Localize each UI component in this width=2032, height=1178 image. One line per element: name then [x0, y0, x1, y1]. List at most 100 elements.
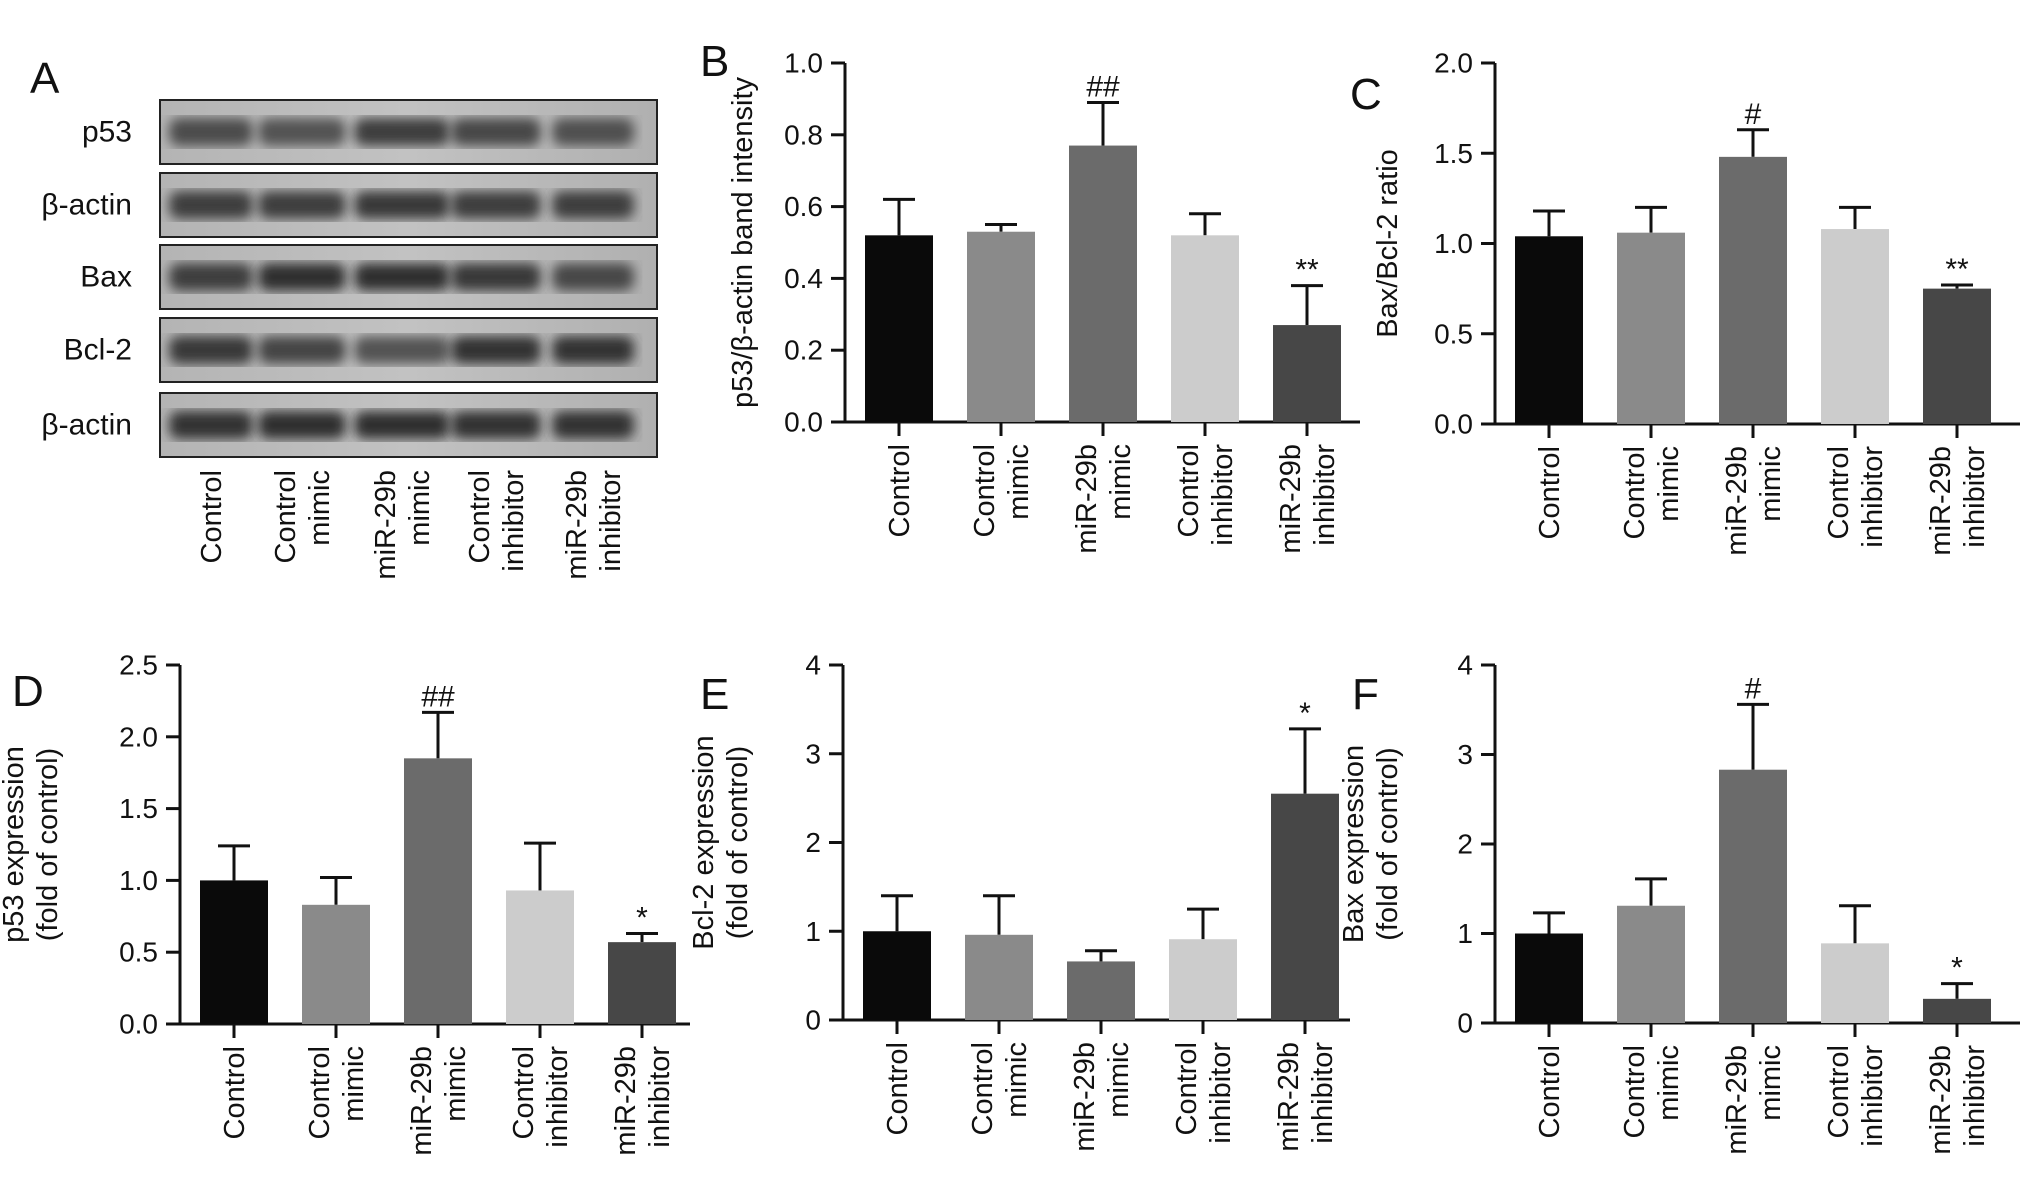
y-tick-label: 2.5 — [119, 650, 158, 681]
x-tick-label: Control — [1534, 1045, 1566, 1139]
blot-row-label: Bcl-2 — [64, 334, 132, 367]
x-tick-label: Control — [884, 444, 916, 538]
y-axis-label: Bcl-2 expression(fold of control) — [688, 735, 754, 949]
x-tick-label-line: Control — [884, 444, 916, 538]
blot-lane-label: Controlinhibitor — [464, 470, 530, 572]
bar — [965, 934, 1033, 1020]
bar — [1271, 793, 1339, 1020]
y-tick-label: 0.0 — [119, 1009, 158, 1040]
x-tick-label-line: mimic — [338, 1046, 370, 1122]
x-tick-label: Controlinhibitor — [1823, 1045, 1889, 1147]
significance-marker: * — [1951, 952, 1963, 985]
x-tick-label-line: Control — [969, 444, 1001, 538]
blot-row: p53 — [82, 99, 658, 165]
x-tick-label: Control — [1534, 446, 1566, 540]
y-tick-label: 0.2 — [784, 335, 823, 366]
x-tick-label: miR-29binhibitor — [1925, 446, 1991, 556]
blot-lane-label-line: inhibitor — [498, 470, 530, 572]
significance-marker: * — [1299, 697, 1311, 730]
x-tick-label-line: Control — [1619, 1045, 1651, 1139]
x-tick-label-line: miR-29b — [1925, 1045, 1957, 1155]
x-tick-label-line: mimic — [1755, 1045, 1787, 1121]
chart-panel-f: F 0 1 2 3 4 Bax expression(fold of control) Con… — [1338, 650, 2020, 1155]
x-tick-label: miR-29binhibitor — [1925, 1045, 1991, 1155]
x-tick-label-line: Control — [219, 1046, 251, 1140]
x-tick-label-line: mimic — [1001, 1042, 1033, 1118]
chart-panel-b: B 0.0 0.2 0.4 0.6 0.8 1.0 p53/β-actin band inte… — [700, 37, 1360, 554]
blot-band — [552, 118, 634, 146]
y-tick-label: 0.6 — [784, 191, 823, 222]
bar — [608, 942, 676, 1024]
blot-lane-label-line: Control — [196, 470, 228, 564]
x-tick-label-line: mimic — [1105, 444, 1137, 520]
x-tick-label: miR-29binhibitor — [610, 1046, 676, 1156]
blot-row-label: p53 — [82, 116, 132, 149]
blot-lane-label: Controlmimic — [270, 470, 336, 564]
y-axis-label-line: Bcl-2 expression — [688, 735, 720, 949]
x-tick-label-line: miR-29b — [1721, 446, 1753, 556]
y-tick-label: 0 — [805, 1005, 821, 1036]
x-tick-label-line: Control — [967, 1042, 999, 1136]
x-tick-label-line: mimic — [1003, 444, 1035, 520]
panel-letter-b: B — [700, 37, 729, 86]
y-tick-label: 0.0 — [784, 407, 823, 438]
x-tick-label: miR-29bmimic — [1071, 444, 1137, 554]
blot-lane-label: miR-29bmimic — [370, 470, 436, 580]
blot-row: β-actin — [41, 392, 658, 458]
bar — [200, 880, 268, 1024]
blot-band — [258, 336, 346, 364]
bar — [1069, 145, 1137, 422]
bar — [1067, 961, 1135, 1020]
blot-row-label: β-actin — [41, 189, 132, 222]
x-tick-label-line: mimic — [1103, 1042, 1135, 1118]
x-tick-label-line: inhibitor — [1959, 1045, 1991, 1147]
x-tick-label-line: inhibitor — [1309, 444, 1341, 546]
blot-row-label: Bax — [80, 261, 132, 294]
x-tick-label: Controlmimic — [969, 444, 1035, 538]
x-tick-label-line: Control — [508, 1046, 540, 1140]
x-tick-label-line: Control — [1823, 446, 1855, 540]
blot-row: β-actin — [41, 172, 658, 238]
x-tick-label: miR-29bmimic — [1069, 1042, 1135, 1152]
y-axis-label-line: Bax expression — [1338, 745, 1370, 943]
x-tick-label-line: mimic — [1653, 446, 1685, 522]
significance-marker: * — [636, 902, 648, 935]
y-tick-label: 2.0 — [119, 721, 158, 752]
bar — [506, 890, 574, 1024]
blot-band — [552, 411, 634, 439]
bar — [1171, 235, 1239, 422]
blot-band — [552, 191, 634, 219]
y-axis-label-line: Bax/Bcl-2 ratio — [1372, 149, 1404, 338]
x-tick-label: Controlinhibitor — [1171, 1042, 1237, 1144]
y-tick-label: 0.8 — [784, 119, 823, 150]
y-axis-label-line: (fold of control) — [32, 748, 64, 941]
x-tick-label-line: miR-29b — [1925, 446, 1957, 556]
y-tick-label: 2 — [1457, 829, 1473, 860]
x-tick-label-line: Control — [304, 1046, 336, 1140]
blot-lane-label-line: miR-29b — [370, 470, 402, 580]
x-tick-label: Controlmimic — [1619, 1045, 1685, 1139]
panel-letter-a: A — [30, 54, 60, 103]
blot-band — [354, 191, 450, 219]
blot-band — [258, 118, 346, 146]
significance-marker: # — [1745, 672, 1762, 705]
x-tick-label: Control — [882, 1042, 914, 1136]
bar — [404, 758, 472, 1024]
blot-band — [354, 411, 450, 439]
x-tick-label-line: mimic — [440, 1046, 472, 1122]
blot-lane-label-line: mimic — [404, 470, 436, 546]
y-axis-label: Bax/Bcl-2 ratio — [1372, 149, 1404, 338]
blot-band — [258, 191, 346, 219]
x-tick-label-line: miR-29b — [1071, 444, 1103, 554]
x-tick-label: Controlmimic — [967, 1042, 1033, 1136]
blot-lane-label-line: mimic — [304, 470, 336, 546]
bar — [1617, 232, 1685, 424]
bar — [1515, 236, 1583, 424]
bar — [1515, 933, 1583, 1023]
x-tick-label: miR-29bmimic — [1721, 446, 1787, 556]
x-tick-label: Controlinhibitor — [1823, 446, 1889, 548]
y-axis-label: Bax expression(fold of control) — [1338, 745, 1404, 943]
x-tick-label: Controlinhibitor — [1173, 444, 1239, 546]
y-tick-label: 0.5 — [119, 937, 158, 968]
